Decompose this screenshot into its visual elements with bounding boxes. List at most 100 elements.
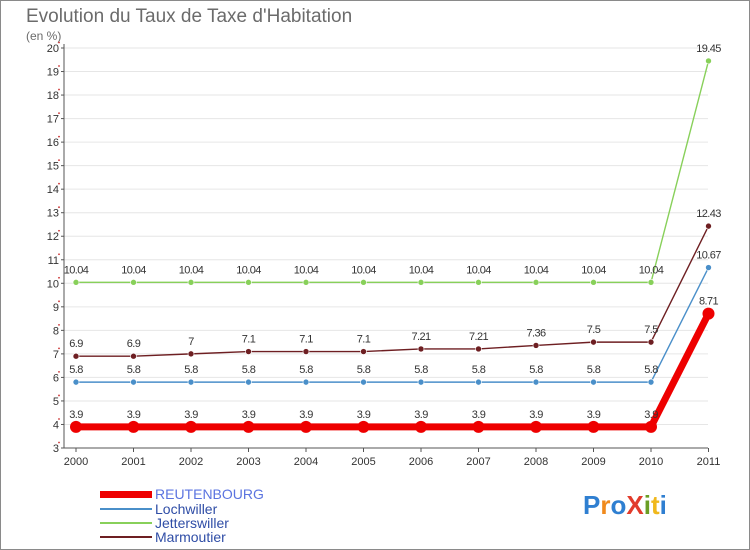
x-tick-label-2010: 2010 xyxy=(639,456,663,468)
data-label-lochwiller-2006: 5.8 xyxy=(414,364,428,376)
data-label-reutenbourg-2009: 3.9 xyxy=(587,409,601,421)
series-line-jetterswiller xyxy=(76,60,710,284)
data-label-jetterswiller-2011: 19.45 xyxy=(696,43,721,55)
data-label-marmoutier-2010: 7.5 xyxy=(644,324,658,336)
x-tick-label-2008: 2008 xyxy=(524,456,548,468)
point-marmoutier-2007 xyxy=(475,345,482,353)
point-jetterswiller-2010 xyxy=(647,279,655,286)
point-jetterswiller-2002 xyxy=(187,279,195,286)
x-tick-label-2002: 2002 xyxy=(179,456,203,468)
data-label-jetterswiller-2004: 10.04 xyxy=(294,264,319,276)
y-tick-label-11: 11 xyxy=(48,255,59,267)
point-lochwiller-2008 xyxy=(532,378,540,386)
x-tick-label-2004: 2004 xyxy=(294,456,318,468)
point-jetterswiller-2007 xyxy=(475,279,482,286)
point-lochwiller-2011 xyxy=(705,264,712,271)
point-jetterswiller-2006 xyxy=(417,279,425,286)
y-minor-mark-8 xyxy=(58,323,60,326)
data-label-jetterswiller-2010: 10.04 xyxy=(639,264,664,276)
point-reutenbourg-2005 xyxy=(357,420,370,433)
point-reutenbourg-2001 xyxy=(127,420,140,433)
y-tick-label-13: 13 xyxy=(47,208,59,220)
point-lochwiller-2004 xyxy=(302,378,310,386)
y-tick-label-20: 20 xyxy=(47,43,59,55)
point-jetterswiller-2008 xyxy=(532,279,540,286)
y-tick-label-5: 5 xyxy=(53,396,59,408)
point-reutenbourg-2008 xyxy=(530,420,542,433)
data-label-marmoutier-2007: 7.21 xyxy=(469,331,488,343)
point-jetterswiller-2005 xyxy=(360,279,367,286)
data-label-lochwiller-2010: 5.8 xyxy=(644,364,658,376)
y-tick-label-12: 12 xyxy=(47,231,59,243)
y-minor-mark-14 xyxy=(58,182,60,185)
point-marmoutier-2005 xyxy=(360,348,367,355)
legend-label-reutenbourg: REUTENBOURG xyxy=(155,486,264,502)
y-tick-label-17: 17 xyxy=(47,114,59,126)
point-jetterswiller-2009 xyxy=(590,279,597,286)
point-reutenbourg-2009 xyxy=(587,420,600,433)
data-label-reutenbourg-2003: 3.9 xyxy=(242,409,256,421)
legend-item-reutenbourg: REUTENBOURG xyxy=(100,487,264,501)
y-minor-mark-16 xyxy=(58,135,60,138)
data-label-reutenbourg-2005: 3.9 xyxy=(357,409,371,421)
x-tick-label-2005: 2005 xyxy=(351,456,375,468)
y-minor-mark-6 xyxy=(58,371,60,373)
data-label-lochwiller-2007: 5.8 xyxy=(472,364,486,376)
point-jetterswiller-2004 xyxy=(302,279,310,286)
y-tick-label-8: 8 xyxy=(53,325,59,337)
y-minor-mark-20 xyxy=(58,41,60,44)
data-label-jetterswiller-2005: 10.04 xyxy=(351,264,376,276)
data-label-marmoutier-2009: 7.5 xyxy=(587,324,601,336)
x-tick-label-2009: 2009 xyxy=(581,456,605,468)
x-tick-label-2006: 2006 xyxy=(409,456,433,468)
point-marmoutier-2003 xyxy=(245,348,252,355)
x-tick-label-2011: 2011 xyxy=(697,456,721,468)
series-line-lochwiller xyxy=(76,267,710,383)
x-tick-label-2003: 2003 xyxy=(236,456,260,468)
x-tick-label-2007: 2007 xyxy=(466,456,490,468)
x-tick-label-2001: 2001 xyxy=(121,456,145,468)
point-lochwiller-2010 xyxy=(647,378,655,386)
point-reutenbourg-2000 xyxy=(70,420,82,433)
data-label-lochwiller-2003: 5.8 xyxy=(242,364,256,376)
point-marmoutier-2009 xyxy=(590,338,597,346)
point-lochwiller-2005 xyxy=(360,378,367,386)
y-tick-label-7: 7 xyxy=(53,349,59,361)
point-marmoutier-2010 xyxy=(647,338,655,346)
point-jetterswiller-2003 xyxy=(245,279,252,286)
proxiti-logo: ProXiti xyxy=(583,490,667,521)
series-line-reutenbourg xyxy=(76,312,712,431)
legend-item-jetterswiller: Jetterswiller xyxy=(100,516,229,530)
y-tick-label-4: 4 xyxy=(53,419,59,431)
data-label-lochwiller-2000: 5.8 xyxy=(69,364,83,376)
legend-swatch-reutenbourg xyxy=(100,490,152,498)
point-lochwiller-2003 xyxy=(245,378,252,386)
legend-label-jetterswiller: Jetterswiller xyxy=(155,515,229,531)
point-lochwiller-2007 xyxy=(475,378,482,386)
y-tick-label-14: 14 xyxy=(47,184,59,196)
data-label-reutenbourg-2004: 3.9 xyxy=(299,409,313,421)
y-tick-label-6: 6 xyxy=(53,372,59,384)
point-marmoutier-2006 xyxy=(417,345,425,353)
legend-label-lochwiller: Lochwiller xyxy=(155,501,218,517)
data-label-lochwiller-2004: 5.8 xyxy=(299,364,313,376)
data-label-lochwiller-2008: 5.8 xyxy=(529,364,543,376)
chart-title: Evolution du Taux de Taxe d'Habitation xyxy=(26,6,353,27)
point-marmoutier-2008 xyxy=(532,342,540,349)
data-label-lochwiller-2002: 5.8 xyxy=(184,364,198,376)
y-minor-mark-12 xyxy=(58,229,60,232)
point-marmoutier-2002 xyxy=(187,350,195,358)
point-marmoutier-2004 xyxy=(302,348,310,355)
data-label-marmoutier-2004: 7.1 xyxy=(299,334,313,346)
logo-letter: i xyxy=(659,490,667,520)
y-tick-label-16: 16 xyxy=(47,137,59,149)
point-jetterswiller-2011 xyxy=(705,57,712,65)
point-lochwiller-2000 xyxy=(72,378,80,386)
data-label-reutenbourg-2008: 3.9 xyxy=(529,409,543,421)
data-label-reutenbourg-2002: 3.9 xyxy=(184,409,198,421)
data-label-marmoutier-2011: 12.43 xyxy=(696,208,721,220)
logo-letter: X xyxy=(626,490,644,520)
data-label-reutenbourg-2010: 3.9 xyxy=(644,409,658,421)
